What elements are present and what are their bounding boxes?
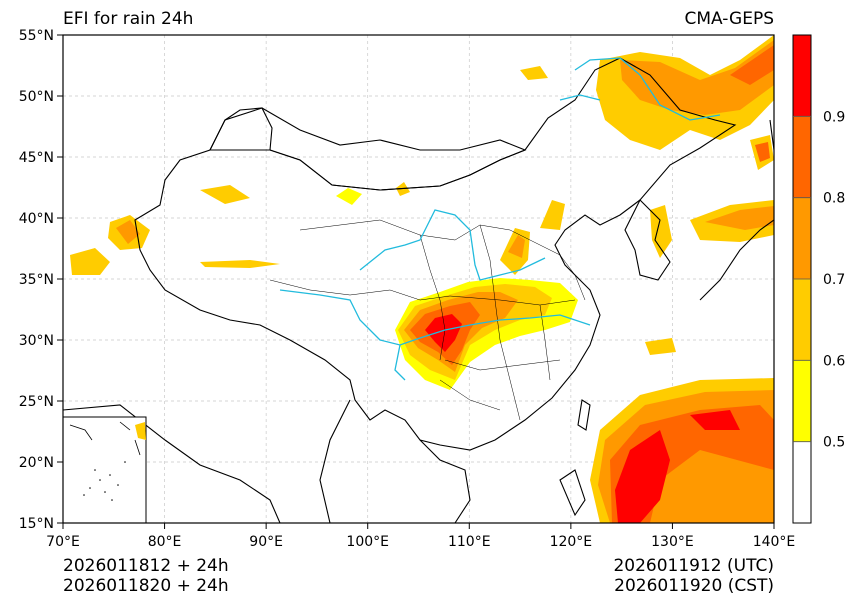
efi-area-0.6 <box>540 200 565 230</box>
colorbar-segment <box>793 279 811 361</box>
efi-area-0.6 <box>200 185 250 204</box>
south-china-sea-inset <box>62 416 147 524</box>
lat-tick-label: 35°N <box>19 272 54 288</box>
colorbar-segment <box>793 197 811 279</box>
yellow-river <box>359 209 546 281</box>
efi-area-0.6 <box>200 260 280 268</box>
efi-area-0.9 <box>615 430 670 523</box>
lat-tick-label: 50°N <box>19 89 54 105</box>
title-right: CMA-GEPS <box>684 9 774 29</box>
lat-tick-label: 15°N <box>19 516 54 532</box>
efi-area-0.7 <box>705 206 774 230</box>
rivers <box>279 57 721 381</box>
mongolia-border <box>209 107 527 191</box>
valid-time-utc: 2026011912 (UTC) <box>613 556 774 576</box>
efi-area-0.7 <box>508 235 525 258</box>
axes: 55°N 50°N 45°N 40°N 35°N 30°N 25°N 20°N 15°N 70°E… <box>19 28 796 550</box>
lon-tick-label: 130°E <box>651 534 694 550</box>
init-time-utc: 2026011812 + 24h <box>63 556 229 576</box>
india-coast <box>63 404 281 523</box>
efi-area-0.6 <box>70 248 110 275</box>
colorbar-segment <box>793 116 811 198</box>
efi-area-0.9 <box>690 410 740 430</box>
indochina-coast <box>319 399 471 523</box>
title-left: EFI for rain 24h <box>63 9 194 29</box>
efi-area-0.7 <box>116 220 140 244</box>
lat-tick-label: 40°N <box>19 211 54 227</box>
lon-tick-label: 70°E <box>46 534 80 550</box>
korea-coast <box>624 199 671 281</box>
philippines-coast <box>559 469 586 517</box>
lat-tick-label: 25°N <box>19 394 54 410</box>
songhua-river <box>559 94 601 101</box>
colorbar-tick-label: 0.7 <box>823 272 845 288</box>
efi-area-0.5 <box>650 205 672 258</box>
valid-time-cst: 2026011920 (CST) <box>614 576 774 596</box>
efi-shading <box>70 35 774 523</box>
efi-area-0.5 <box>645 338 676 355</box>
efi-area-0.7 <box>620 40 774 115</box>
colorbar-segment <box>793 360 811 442</box>
lat-tick-label: 30°N <box>19 333 54 349</box>
lon-tick-label: 140°E <box>753 534 796 550</box>
yangtze-river <box>279 289 591 346</box>
init-time-cst: 2026011820 + 24h <box>63 576 229 596</box>
japan-coast <box>699 119 774 301</box>
colorbar-tick-label: 0.9 <box>823 109 845 125</box>
lat-tick-label: 20°N <box>19 455 54 471</box>
lon-tick-label: 110°E <box>448 534 491 550</box>
colorbar-segment <box>793 35 811 117</box>
lon-tick-label: 120°E <box>550 534 593 550</box>
colorbar-tick-label: 0.8 <box>823 191 845 207</box>
lon-tick-label: 90°E <box>249 534 283 550</box>
lat-tick-label: 55°N <box>19 28 54 44</box>
efi-area-0.6 <box>520 66 548 80</box>
lon-tick-label: 80°E <box>148 534 182 550</box>
colorbar-tick-label: 0.5 <box>823 435 845 451</box>
colorbar-tick-label: 0.6 <box>823 353 845 369</box>
efi-area-0.8 <box>755 142 770 162</box>
country-borders <box>63 57 774 523</box>
upper-yangtze <box>394 344 406 381</box>
colorbar-segment <box>793 441 811 523</box>
efi-area-0.5 <box>336 188 362 205</box>
amur-river <box>574 57 721 121</box>
colorbar: 0.5 0.6 0.7 0.8 0.9 <box>792 34 845 524</box>
lon-tick-label: 100°E <box>346 534 389 550</box>
lat-tick-label: 45°N <box>19 150 54 166</box>
efi-area-0.9 <box>425 314 462 352</box>
taiwan-coast <box>577 399 591 431</box>
efi-area-0.8 <box>730 45 774 85</box>
